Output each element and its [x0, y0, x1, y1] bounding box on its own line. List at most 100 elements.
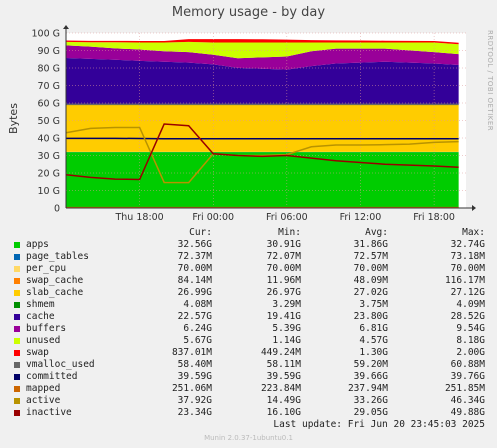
legend-header: Cur: Min: Avg: Max: — [12, 227, 487, 239]
legend-label: cache — [26, 311, 55, 322]
legend-label: swap — [26, 347, 49, 358]
legend-max-value: 4.09M — [456, 299, 485, 310]
legend-label: inactive — [26, 407, 72, 418]
legend-label: active — [26, 395, 61, 406]
legend-min-value: 223.84M — [260, 383, 301, 394]
y-tick-label: 10 G — [38, 186, 60, 197]
legend-label: committed — [26, 371, 78, 382]
x-tick-label: Fri 18:00 — [413, 212, 455, 223]
legend-cur-value: 251.06M — [171, 383, 212, 394]
y-tick-label: 40 G — [38, 134, 60, 145]
legend-avg-value: 237.94M — [347, 383, 388, 394]
legend-min-value: 26.97G — [266, 287, 301, 298]
legend-avg-value: 72.57M — [353, 251, 388, 262]
legend-item-unused: unused 5.67G 1.14G 4.57G 8.18G — [12, 335, 487, 347]
header-min: Min: — [278, 227, 301, 238]
legend-swatch — [14, 254, 20, 260]
y-tick-label: 20 G — [38, 169, 60, 180]
legend-swatch — [14, 386, 20, 392]
legend-min-value: 11.96M — [266, 275, 301, 286]
legend-cur-value: 84.14M — [177, 275, 212, 286]
legend-min-value: 5.39G — [272, 323, 301, 334]
header-avg: Avg: — [365, 227, 388, 238]
legend-swatch — [14, 278, 20, 284]
legend-label: swap_cache — [26, 275, 84, 286]
y-tick-label: 30 G — [38, 151, 60, 162]
legend-swatch — [14, 398, 20, 404]
y-tick-label: 70 G — [38, 81, 60, 92]
legend-swatch — [14, 338, 20, 344]
legend-label: mapped — [26, 383, 61, 394]
line-active — [65, 126, 459, 184]
area-apps — [66, 152, 459, 208]
area-slab-cache — [66, 104, 459, 152]
legend-max-value: 27.12G — [450, 287, 485, 298]
y-tick-label: 50 G — [38, 116, 60, 127]
legend-swatch — [14, 350, 20, 356]
legend-max-value: 32.74G — [450, 239, 485, 250]
area-swap — [66, 39, 459, 45]
legend-item-swap: swap 837.01M 449.24M 1.30G 2.00G — [12, 347, 487, 359]
legend-swatch — [14, 302, 20, 308]
legend-swatch — [14, 242, 20, 248]
legend-max-value: 2.00G — [456, 347, 485, 358]
legend-item-inactive: inactive 23.34G 16.10G 29.05G 49.88G — [12, 407, 487, 419]
legend-item-shmem: shmem 4.08M 3.29M 3.75M 4.09M — [12, 299, 487, 311]
legend-label: shmem — [26, 299, 55, 310]
legend-avg-value: 3.75M — [359, 299, 388, 310]
legend-label: unused — [26, 335, 61, 346]
legend-cur-value: 22.57G — [177, 311, 212, 322]
legend-avg-value: 33.26G — [353, 395, 388, 406]
legend-label: slab_cache — [26, 287, 84, 298]
rrdtool-credit: RRDTOOL / TOBI OETIKER — [486, 30, 494, 132]
legend-rows: apps 32.56G 30.91G 31.86G 32.74G page_tables 7… — [12, 239, 487, 419]
legend-avg-value: 31.86G — [353, 239, 388, 250]
legend-cur-value: 5.67G — [183, 335, 212, 346]
legend-item-apps: apps 32.56G 30.91G 31.86G 32.74G — [12, 239, 487, 251]
legend-avg-value: 59.20M — [353, 359, 388, 370]
x-tick-label: Fri 00:00 — [192, 212, 234, 223]
header-max: Max: — [462, 227, 485, 238]
legend-max-value: 116.17M — [444, 275, 485, 286]
y-tick-label: 60 G — [38, 99, 60, 110]
legend-min-value: 449.24M — [260, 347, 301, 358]
legend-cur-value: 58.40M — [177, 359, 212, 370]
legend-max-value: 39.76G — [450, 371, 485, 382]
legend-cur-value: 39.59G — [177, 371, 212, 382]
last-update: Last update: Fri Jun 20 23:45:03 2025 — [273, 419, 485, 430]
y-tick-label: 90 G — [38, 46, 60, 57]
legend-cur-value: 23.34G — [177, 407, 212, 418]
legend-avg-value: 1.30G — [359, 347, 388, 358]
legend-max-value: 251.85M — [444, 383, 485, 394]
legend-max-value: 73.18M — [450, 251, 485, 262]
legend-avg-value: 6.81G — [359, 323, 388, 334]
legend-avg-value: 39.66G — [353, 371, 388, 382]
legend-item-vmalloc-used: vmalloc_used 58.40M 58.11M 59.20M 60.88M — [12, 359, 487, 371]
y-tick-label: 100 G — [31, 29, 60, 40]
legend-item-page-tables: page_tables 72.37M 72.07M 72.57M 73.18M — [12, 251, 487, 263]
legend-label: per_cpu — [26, 263, 67, 274]
legend-item-per-cpu: per_cpu 70.00M 70.00M 70.00M 70.00M — [12, 263, 487, 275]
legend-min-value: 14.49G — [266, 395, 301, 406]
line-inactive — [65, 123, 459, 181]
legend-min-value: 72.07M — [266, 251, 301, 262]
legend-swatch — [14, 326, 20, 332]
x-axis-arrow — [472, 205, 476, 211]
chart-title: Memory usage - by day — [171, 5, 326, 20]
legend-avg-value: 4.57G — [359, 335, 388, 346]
legend-item-swap-cache: swap_cache 84.14M 11.96M 48.09M 116.17M — [12, 275, 487, 287]
legend: Cur: Min: Avg: Max: apps 32.56G 30.91G 31.8… — [12, 227, 487, 419]
legend-swatch — [14, 410, 20, 416]
legend-min-value: 58.11M — [266, 359, 301, 370]
legend-avg-value: 23.80G — [353, 311, 388, 322]
legend-cur-value: 72.37M — [177, 251, 212, 262]
area-unused — [66, 41, 459, 59]
y-tick-label: 80 G — [38, 64, 60, 75]
y-tick-label: 0 — [54, 204, 60, 215]
legend-min-value: 3.29M — [272, 299, 301, 310]
legend-cur-value: 32.56G — [177, 239, 212, 250]
legend-cur-value: 37.92G — [177, 395, 212, 406]
legend-item-active: active 37.92G 14.49G 33.26G 46.34G — [12, 395, 487, 407]
legend-label: vmalloc_used — [26, 359, 95, 370]
legend-label: page_tables — [26, 251, 89, 262]
